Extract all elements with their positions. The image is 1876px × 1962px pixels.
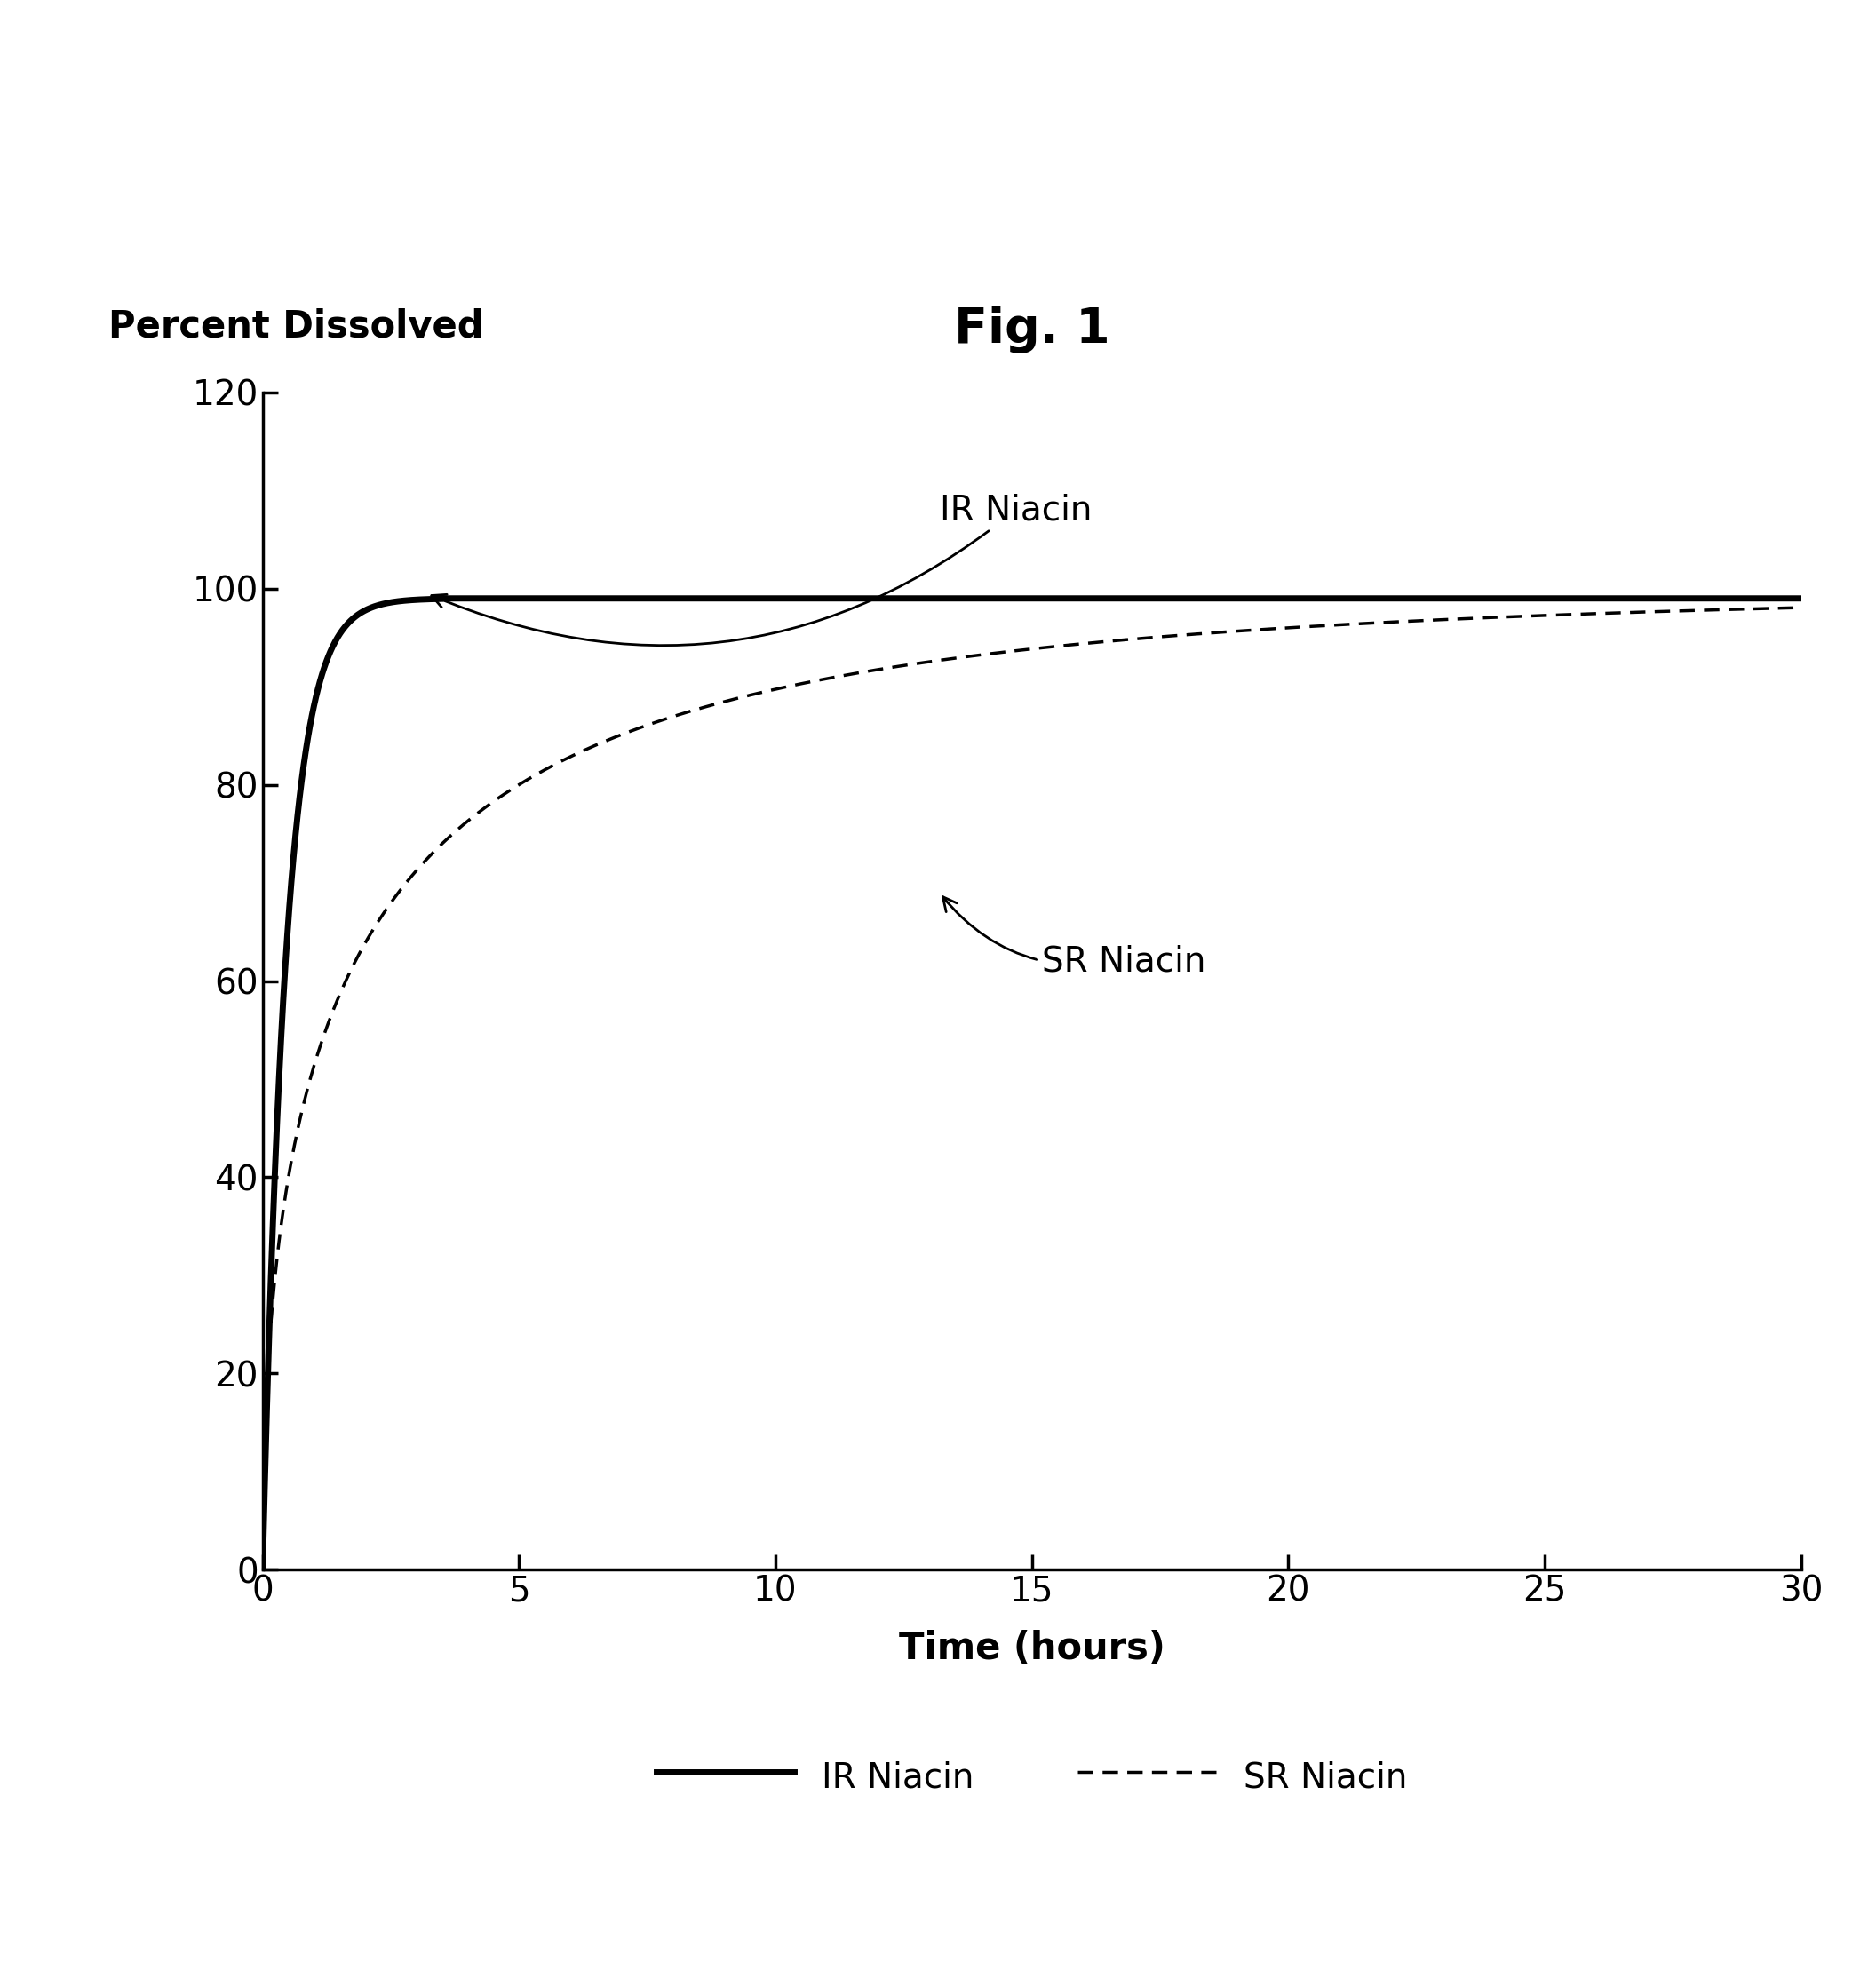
Text: Percent Dissolved: Percent Dissolved <box>109 308 484 345</box>
Title: Fig. 1: Fig. 1 <box>953 306 1111 353</box>
Legend: IR Niacin, SR Niacin: IR Niacin, SR Niacin <box>642 1742 1422 1811</box>
X-axis label: Time (hours): Time (hours) <box>899 1630 1165 1668</box>
Text: IR Niacin: IR Niacin <box>431 492 1092 645</box>
Text: SR Niacin: SR Niacin <box>944 897 1206 979</box>
